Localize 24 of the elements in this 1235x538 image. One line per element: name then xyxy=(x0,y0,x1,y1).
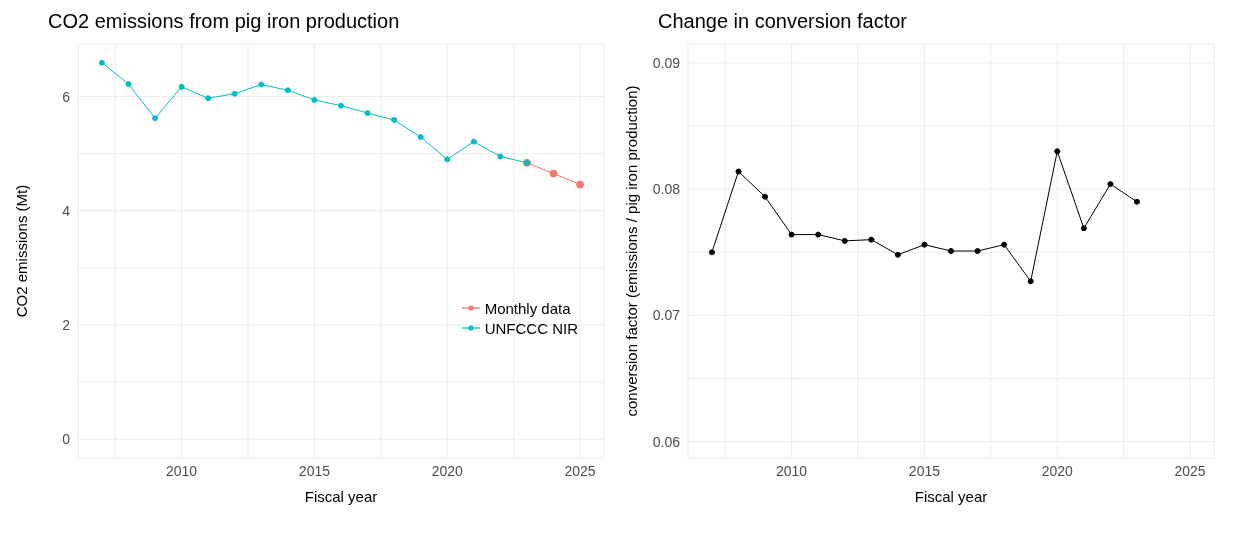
y-axis-title: CO2 emissions (Mt) xyxy=(13,184,31,318)
x-tick-label: 2010 xyxy=(776,462,808,479)
legend-label: UNFCCC NIR xyxy=(484,319,578,337)
y-tick-label: 0.06 xyxy=(652,433,681,450)
x-tick-label: 2025 xyxy=(564,462,596,479)
y-tick-label: 6 xyxy=(62,88,71,105)
legend-label: Monthly data xyxy=(484,299,571,317)
chart-title: Change in conversion factor xyxy=(658,10,908,33)
y-tick-label: 4 xyxy=(62,202,71,219)
x-tick-label: 2020 xyxy=(1041,462,1074,479)
x-tick-label: 2010 xyxy=(166,462,198,479)
x-tick-label: 2015 xyxy=(908,462,941,479)
x-tick-label: 2025 xyxy=(1174,462,1206,479)
x-tick-label: 2020 xyxy=(431,462,464,479)
y-tick-label: 0.07 xyxy=(652,307,681,324)
chart-title: CO2 emissions from pig iron production xyxy=(48,10,400,33)
y-tick-label: 0 xyxy=(62,431,71,448)
y-tick-label: 0.09 xyxy=(652,54,681,71)
x-axis-title: Fiscal year xyxy=(914,488,988,505)
y-tick-label: 0.08 xyxy=(652,181,681,198)
y-axis-title: conversion factor (emissions / pig iron production) xyxy=(623,85,641,417)
x-tick-label: 2015 xyxy=(298,462,331,479)
y-tick-label: 2 xyxy=(62,316,71,333)
x-axis-title: Fiscal year xyxy=(304,488,378,505)
